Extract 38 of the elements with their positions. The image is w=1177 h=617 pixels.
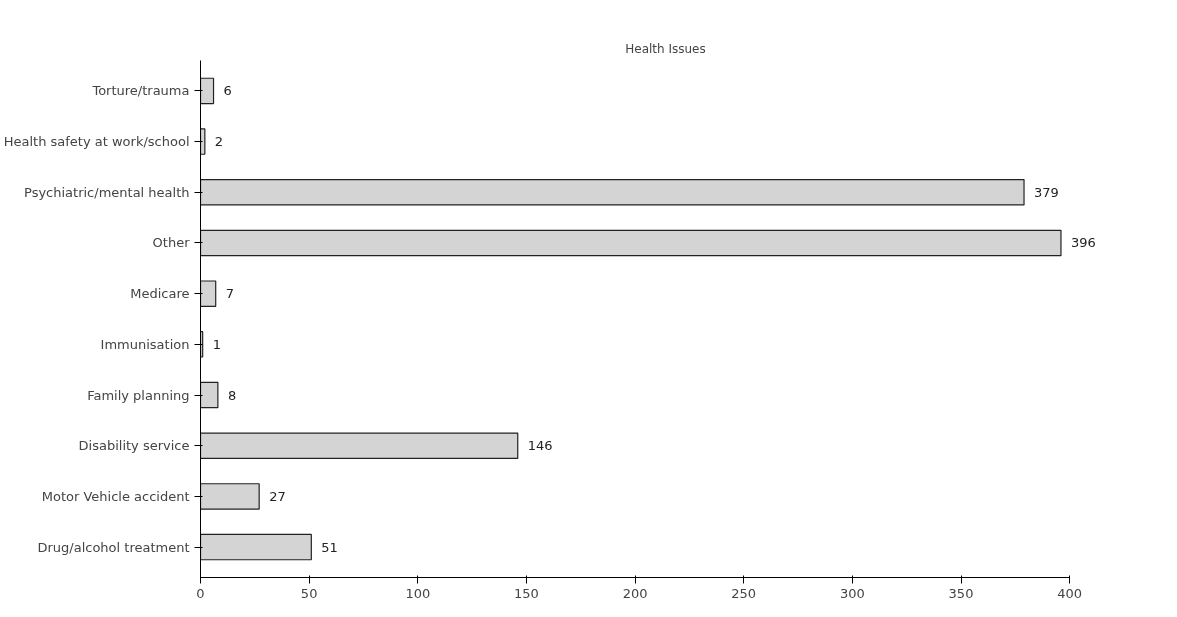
data-label: 1 <box>212 336 221 352</box>
y-tick-label: Torture/trauma <box>91 83 190 99</box>
x-tick-label: 0 <box>196 585 205 601</box>
y-tick-label: Motor Vehicle accident <box>41 488 190 504</box>
bar <box>200 432 519 459</box>
bar <box>200 179 1025 206</box>
x-tick-label: 50 <box>300 585 318 601</box>
data-label: 7 <box>225 286 234 302</box>
y-tick-label: Health safety at work/school <box>3 134 190 150</box>
data-label: 51 <box>321 539 338 555</box>
y-tick-label: Drug/alcohol treatment <box>37 539 190 555</box>
x-tick-label: 400 <box>1057 585 1083 601</box>
bar <box>200 381 219 409</box>
bar <box>200 229 1062 257</box>
data-label: 6 <box>223 83 232 99</box>
y-tick-label: Psychiatric/mental health <box>24 184 190 200</box>
x-tick-label: 250 <box>731 585 757 601</box>
bar <box>200 77 215 105</box>
x-tick-label: 300 <box>839 585 865 601</box>
data-label: 27 <box>269 488 286 504</box>
x-tick-label: 150 <box>514 585 539 601</box>
data-label: 8 <box>227 387 237 403</box>
bar <box>200 483 260 510</box>
data-label: 2 <box>214 134 224 150</box>
data-label: 379 <box>1034 184 1059 200</box>
y-tick-label: Family planning <box>87 387 190 403</box>
x-tick-label: 200 <box>622 585 648 601</box>
y-tick-label: Disability service <box>78 438 190 454</box>
y-tick-label: Immunisation <box>100 336 190 352</box>
x-tick-label: 350 <box>948 585 974 601</box>
bar <box>200 280 217 307</box>
x-tick-label: 100 <box>405 585 431 601</box>
data-label: 396 <box>1070 235 1096 251</box>
bar <box>200 533 312 561</box>
chart-title: Health Issues <box>625 41 706 56</box>
data-label: 146 <box>527 438 553 454</box>
y-tick-label: Other <box>152 235 191 251</box>
y-tick-label: Medicare <box>130 286 190 302</box>
